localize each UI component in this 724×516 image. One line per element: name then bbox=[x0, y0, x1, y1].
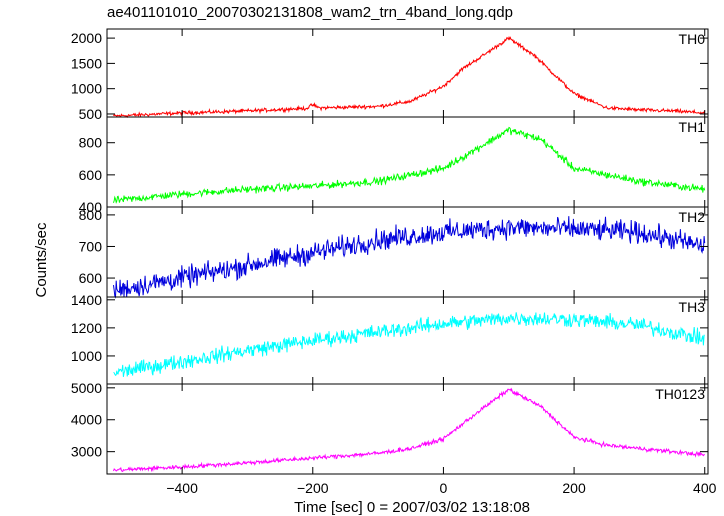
series-line-th0123 bbox=[113, 387, 705, 473]
y-tick-label: 800 bbox=[79, 207, 103, 223]
y-tick-label: 3000 bbox=[71, 444, 102, 460]
series-line-th2 bbox=[113, 216, 706, 299]
y-tick-label: 1500 bbox=[71, 55, 102, 71]
y-tick-label: 800 bbox=[79, 135, 103, 151]
panel-frame bbox=[106, 28, 709, 118]
x-tick-label: 0 bbox=[440, 480, 448, 496]
y-tick-label: 1400 bbox=[71, 292, 102, 308]
y-tick-label: 1000 bbox=[71, 81, 102, 97]
series-line-th3 bbox=[113, 312, 705, 377]
panel-label: TH0 bbox=[679, 31, 706, 47]
panel-th3: 1000 1200 1400 TH3 bbox=[71, 292, 709, 385]
x-axis: −400 −200 0 200 400 bbox=[166, 480, 716, 496]
panel-label: TH2 bbox=[679, 209, 706, 225]
y-tick-label: 1200 bbox=[71, 320, 102, 336]
x-axis-label: Time [sec] 0 = 2007/03/02 13:18:08 bbox=[294, 499, 530, 516]
panel-frame bbox=[106, 383, 709, 475]
panel-th2: 600 700 800 TH2 bbox=[79, 206, 709, 299]
series-line-th0 bbox=[113, 35, 706, 118]
x-tick-label: 400 bbox=[693, 480, 717, 496]
panel-label: TH3 bbox=[679, 299, 706, 315]
series-line-th1 bbox=[113, 126, 706, 204]
chart-title: ae401101010_20070302131808_wam2_trn_4ban… bbox=[107, 4, 513, 21]
y-tick-label: 500 bbox=[79, 106, 103, 122]
panel-th0: 500 1000 1500 2000 TH0 bbox=[71, 28, 709, 122]
panel-frame bbox=[106, 296, 709, 385]
y-axis-label: Counts/sec bbox=[33, 222, 50, 298]
panel-label: TH0123 bbox=[655, 386, 705, 402]
y-tick-label: 600 bbox=[79, 167, 103, 183]
panel-th1: 400 600 800 TH1 bbox=[79, 116, 709, 215]
y-tick-label: 5000 bbox=[71, 380, 102, 396]
x-tick-label: −400 bbox=[166, 480, 198, 496]
y-tick-label: 400 bbox=[79, 199, 103, 215]
panel-th0123: 3000 4000 5000 TH0123 bbox=[71, 380, 709, 475]
x-tick-label: −200 bbox=[297, 480, 329, 496]
x-tick-label: 200 bbox=[562, 480, 586, 496]
y-tick-label: 600 bbox=[79, 270, 103, 286]
panel-label: TH1 bbox=[679, 119, 706, 135]
y-tick-label: 4000 bbox=[71, 412, 102, 428]
panels: 500 1000 1500 2000 TH0 400 600 800 TH1 600 700 800 T… bbox=[71, 28, 709, 475]
y-tick-label: 700 bbox=[79, 238, 103, 254]
y-tick-label: 1000 bbox=[71, 348, 102, 364]
y-tick-label: 2000 bbox=[71, 30, 102, 46]
